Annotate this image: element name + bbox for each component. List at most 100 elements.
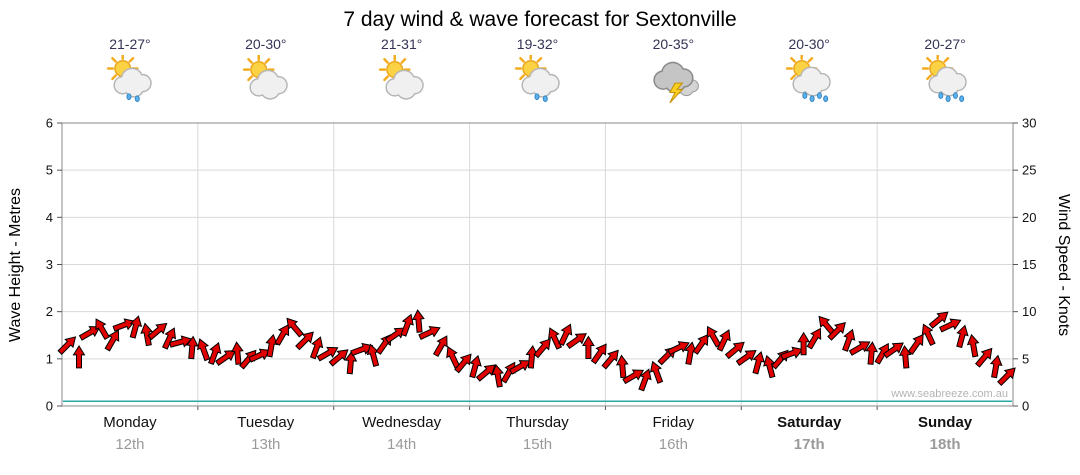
wind-arrow <box>509 360 531 375</box>
chart-title: 7 day wind & wave forecast for Sextonvil… <box>343 8 737 31</box>
wind-arrow-shape <box>548 327 563 350</box>
day-header-wednesday: 21-31° <box>347 36 457 107</box>
wind-arrow-shape <box>509 360 531 375</box>
right-tick-label: 10 <box>1022 304 1036 319</box>
wind-arrow <box>215 350 236 366</box>
temp-range: 20-30° <box>788 36 830 52</box>
wind-arrow <box>72 344 86 369</box>
wind-arrow <box>865 341 878 365</box>
sun-cloud-rain-icon <box>75 52 185 107</box>
day-label-friday: Friday 16th <box>618 414 728 453</box>
wind-arrow-shape <box>752 351 765 375</box>
wind-arrow <box>615 354 629 379</box>
wind-arrow-shape <box>525 344 539 369</box>
day-date: 12th <box>115 436 145 453</box>
wind-arrow <box>491 364 504 388</box>
wind-arrow-shape <box>975 347 993 368</box>
wind-arrow-shape <box>582 335 595 359</box>
wind-arrow-shape <box>590 343 607 365</box>
temp-range: 21-27° <box>109 36 151 52</box>
wind-arrow <box>208 341 222 366</box>
wind-arrow <box>692 333 709 355</box>
day-date: 14th <box>387 436 417 453</box>
wind-arrow-shape <box>475 364 496 382</box>
sun-cloud-icon <box>211 53 321 107</box>
temp-range: 21-31° <box>380 36 423 52</box>
day-header-monday: 21-27° <box>75 36 185 107</box>
wind-arrow <box>446 346 461 369</box>
wind-arrow-shape <box>432 335 448 358</box>
wind-arrow <box>78 326 101 341</box>
wind-arrow <box>735 350 757 366</box>
wind-arrow-shape <box>601 349 619 370</box>
wind-arrow <box>806 327 822 350</box>
wind-arrow-shape <box>328 349 349 367</box>
wind-arrow <box>684 341 697 366</box>
wind-arrow <box>582 335 595 359</box>
temp-range: 19-32° <box>516 36 559 52</box>
right-tick-label: 25 <box>1022 163 1036 178</box>
temp-range: 20-30° <box>245 36 287 52</box>
wind-arrow <box>344 350 358 375</box>
wind-arrow-shape <box>196 338 211 362</box>
day-name: Wednesday <box>362 414 442 431</box>
wind-arrow <box>185 335 199 360</box>
wind-arrow-shape <box>78 326 101 341</box>
wind-arrow <box>548 327 563 350</box>
wind-arrow-shape <box>735 350 757 366</box>
wind-arrow-shape <box>418 325 441 340</box>
wind-arrow-shape <box>939 318 962 333</box>
wind-arrow-shape <box>412 309 425 333</box>
wind-arrow-shape <box>638 368 652 392</box>
wind-arrow <box>129 315 143 339</box>
wind-arrow-shape <box>454 353 472 374</box>
wind-arrow <box>112 318 136 332</box>
wind-arrow-shape <box>692 333 709 355</box>
wind-arrow <box>366 343 380 367</box>
wind-arrow-shape <box>162 327 177 350</box>
wind-arrow <box>649 360 664 384</box>
day-name: Friday <box>652 414 695 431</box>
wind-arrow-shape <box>104 329 120 352</box>
left-tick-label: 6 <box>46 116 53 131</box>
wind-arrow <box>590 343 607 365</box>
wind-arrow-shape <box>185 335 199 360</box>
wind-arrow <box>328 349 349 367</box>
wind-arrow <box>231 341 244 365</box>
wind-arrow <box>309 336 324 360</box>
day-name: Tuesday <box>237 414 295 431</box>
wind-arrow-shape <box>491 364 504 388</box>
wind-arrow <box>882 342 904 359</box>
day-label-thursday: Thursday 15th <box>483 414 593 453</box>
wind-arrow-shape <box>72 344 86 369</box>
day-label-saturday: Saturday 17th <box>754 414 864 453</box>
wind-arrow-shape <box>309 336 324 360</box>
wind-arrow-shape <box>147 322 168 341</box>
wind-arrow <box>316 346 339 362</box>
wind-arrow <box>104 329 120 352</box>
wind-arrow-shape <box>907 333 924 355</box>
wind-arrow-shape <box>797 331 810 356</box>
left-tick-label: 5 <box>46 163 53 178</box>
wind-arrow <box>939 318 962 333</box>
wind-arrow <box>989 354 1003 379</box>
wind-arrow <box>565 333 587 350</box>
wind-arrow <box>558 323 573 346</box>
wind-arrow <box>907 333 924 355</box>
wind-arrow <box>454 353 472 374</box>
wind-arrow <box>95 318 110 341</box>
sun-cloud-icon <box>347 53 457 107</box>
day-date: 17th <box>793 436 825 453</box>
wind-arrow <box>975 347 993 368</box>
wind-arrow <box>147 322 168 341</box>
wind-arrow <box>162 327 177 350</box>
wind-arrow-shape <box>928 311 949 329</box>
wind-arrow <box>797 331 810 356</box>
left-tick-label: 0 <box>46 399 53 414</box>
thunderstorm-icon <box>618 55 728 107</box>
wind-arrow <box>400 313 414 337</box>
wind-arrow-shape <box>286 317 304 338</box>
wind-arrow-shape <box>827 322 846 341</box>
